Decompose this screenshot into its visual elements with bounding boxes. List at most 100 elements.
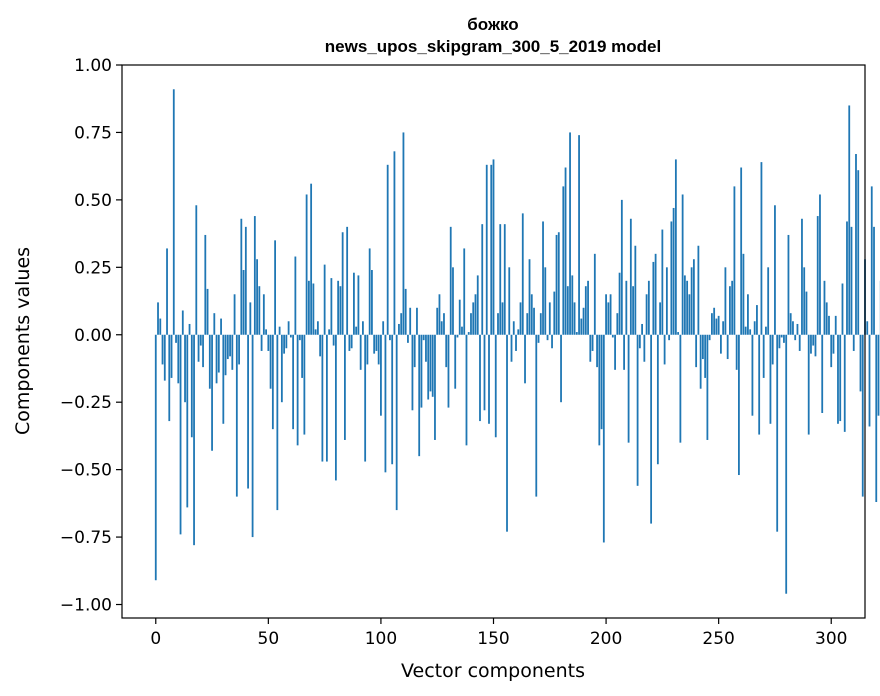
bar-83	[342, 232, 344, 335]
bar-196	[596, 335, 598, 367]
bar-223	[657, 335, 659, 464]
x-tick-label: 150	[477, 629, 509, 649]
bar-23	[207, 289, 209, 335]
bar-281	[788, 235, 790, 335]
plot-area-frame	[122, 65, 865, 618]
bar-107	[396, 335, 398, 510]
bar-225	[661, 230, 663, 335]
bar-118	[421, 335, 423, 408]
bar-61	[292, 335, 294, 429]
y-tick-label: −1.00	[60, 596, 112, 616]
y-tick-label: −0.25	[60, 393, 112, 413]
bar-220	[650, 335, 652, 524]
bar-228	[668, 335, 670, 340]
bar-265	[752, 335, 754, 416]
bar-5	[166, 248, 168, 334]
bar-97	[373, 335, 375, 354]
bar-222	[655, 254, 657, 335]
bar-160	[515, 335, 517, 351]
bar-229	[670, 221, 672, 334]
bar-90	[358, 275, 360, 334]
bar-247	[711, 313, 713, 335]
bar-240	[695, 335, 697, 367]
bar-149	[490, 165, 492, 335]
bar-58	[285, 335, 287, 348]
bar-294	[817, 216, 819, 335]
bar-208	[623, 335, 625, 370]
bar-124	[434, 335, 436, 440]
y-tick-label: −0.75	[60, 528, 112, 548]
bar-52	[272, 335, 274, 429]
bar-289	[806, 292, 808, 335]
bar-166	[529, 259, 531, 335]
bar-70	[312, 284, 314, 335]
bar-128	[443, 313, 445, 335]
bar-34	[231, 335, 233, 370]
bar-30	[222, 335, 224, 424]
bar-164	[524, 335, 526, 384]
bar-88	[353, 273, 355, 335]
bar-37	[238, 335, 240, 365]
bar-129	[445, 335, 447, 367]
bar-232	[677, 332, 679, 335]
bar-275	[774, 205, 776, 334]
chart-title-line-1: божко	[467, 15, 518, 34]
bar-24	[209, 335, 211, 389]
bar-230	[673, 208, 675, 335]
bar-259	[738, 335, 740, 475]
bar-274	[772, 335, 774, 365]
bar-214	[637, 335, 639, 486]
bar-21	[202, 335, 204, 367]
bar-17	[193, 335, 195, 545]
bar-9	[175, 335, 177, 343]
bar-145	[481, 224, 483, 335]
bar-125	[436, 308, 438, 335]
bar-258	[736, 335, 738, 370]
bar-153	[499, 224, 501, 335]
bar-179	[558, 232, 560, 335]
bar-35	[234, 294, 236, 334]
bar-181	[562, 186, 564, 334]
bar-317	[869, 335, 871, 427]
bar-162	[520, 302, 522, 334]
bar-134	[457, 335, 459, 338]
bar-310	[853, 335, 855, 351]
bar-251	[720, 335, 722, 354]
bar-68	[308, 281, 310, 335]
bar-39	[243, 270, 245, 335]
bar-127	[441, 321, 443, 334]
bar-318	[871, 186, 873, 334]
bar-123	[432, 335, 434, 397]
y-tick-label: 0.50	[74, 191, 112, 211]
bar-19	[198, 335, 200, 362]
bar-280	[785, 335, 787, 594]
bar-43	[252, 335, 254, 537]
bar-269	[761, 162, 763, 335]
x-tick-label: 250	[702, 629, 734, 649]
bar-213	[634, 246, 636, 335]
bar-114	[412, 335, 414, 411]
bar-206	[619, 273, 621, 335]
bar-120	[425, 335, 427, 362]
bar-91	[360, 335, 362, 370]
bar-288	[803, 267, 805, 334]
bar-299	[828, 316, 830, 335]
bar-69	[310, 184, 312, 335]
bar-86	[349, 335, 351, 351]
bar-197	[598, 335, 600, 446]
bar-210	[628, 335, 630, 443]
bar-157	[508, 267, 510, 334]
bar-144	[479, 335, 481, 421]
bar-175	[549, 302, 551, 334]
bar-45	[256, 259, 258, 335]
bar-201	[607, 302, 609, 334]
bar-33	[229, 335, 231, 357]
bar-296	[821, 335, 823, 413]
bar-241	[697, 246, 699, 335]
bar-231	[675, 159, 677, 334]
bar-266	[754, 321, 756, 334]
bar-193	[589, 335, 591, 362]
bar-252	[722, 321, 724, 334]
bar-185	[571, 275, 573, 334]
bar-184	[569, 132, 571, 334]
